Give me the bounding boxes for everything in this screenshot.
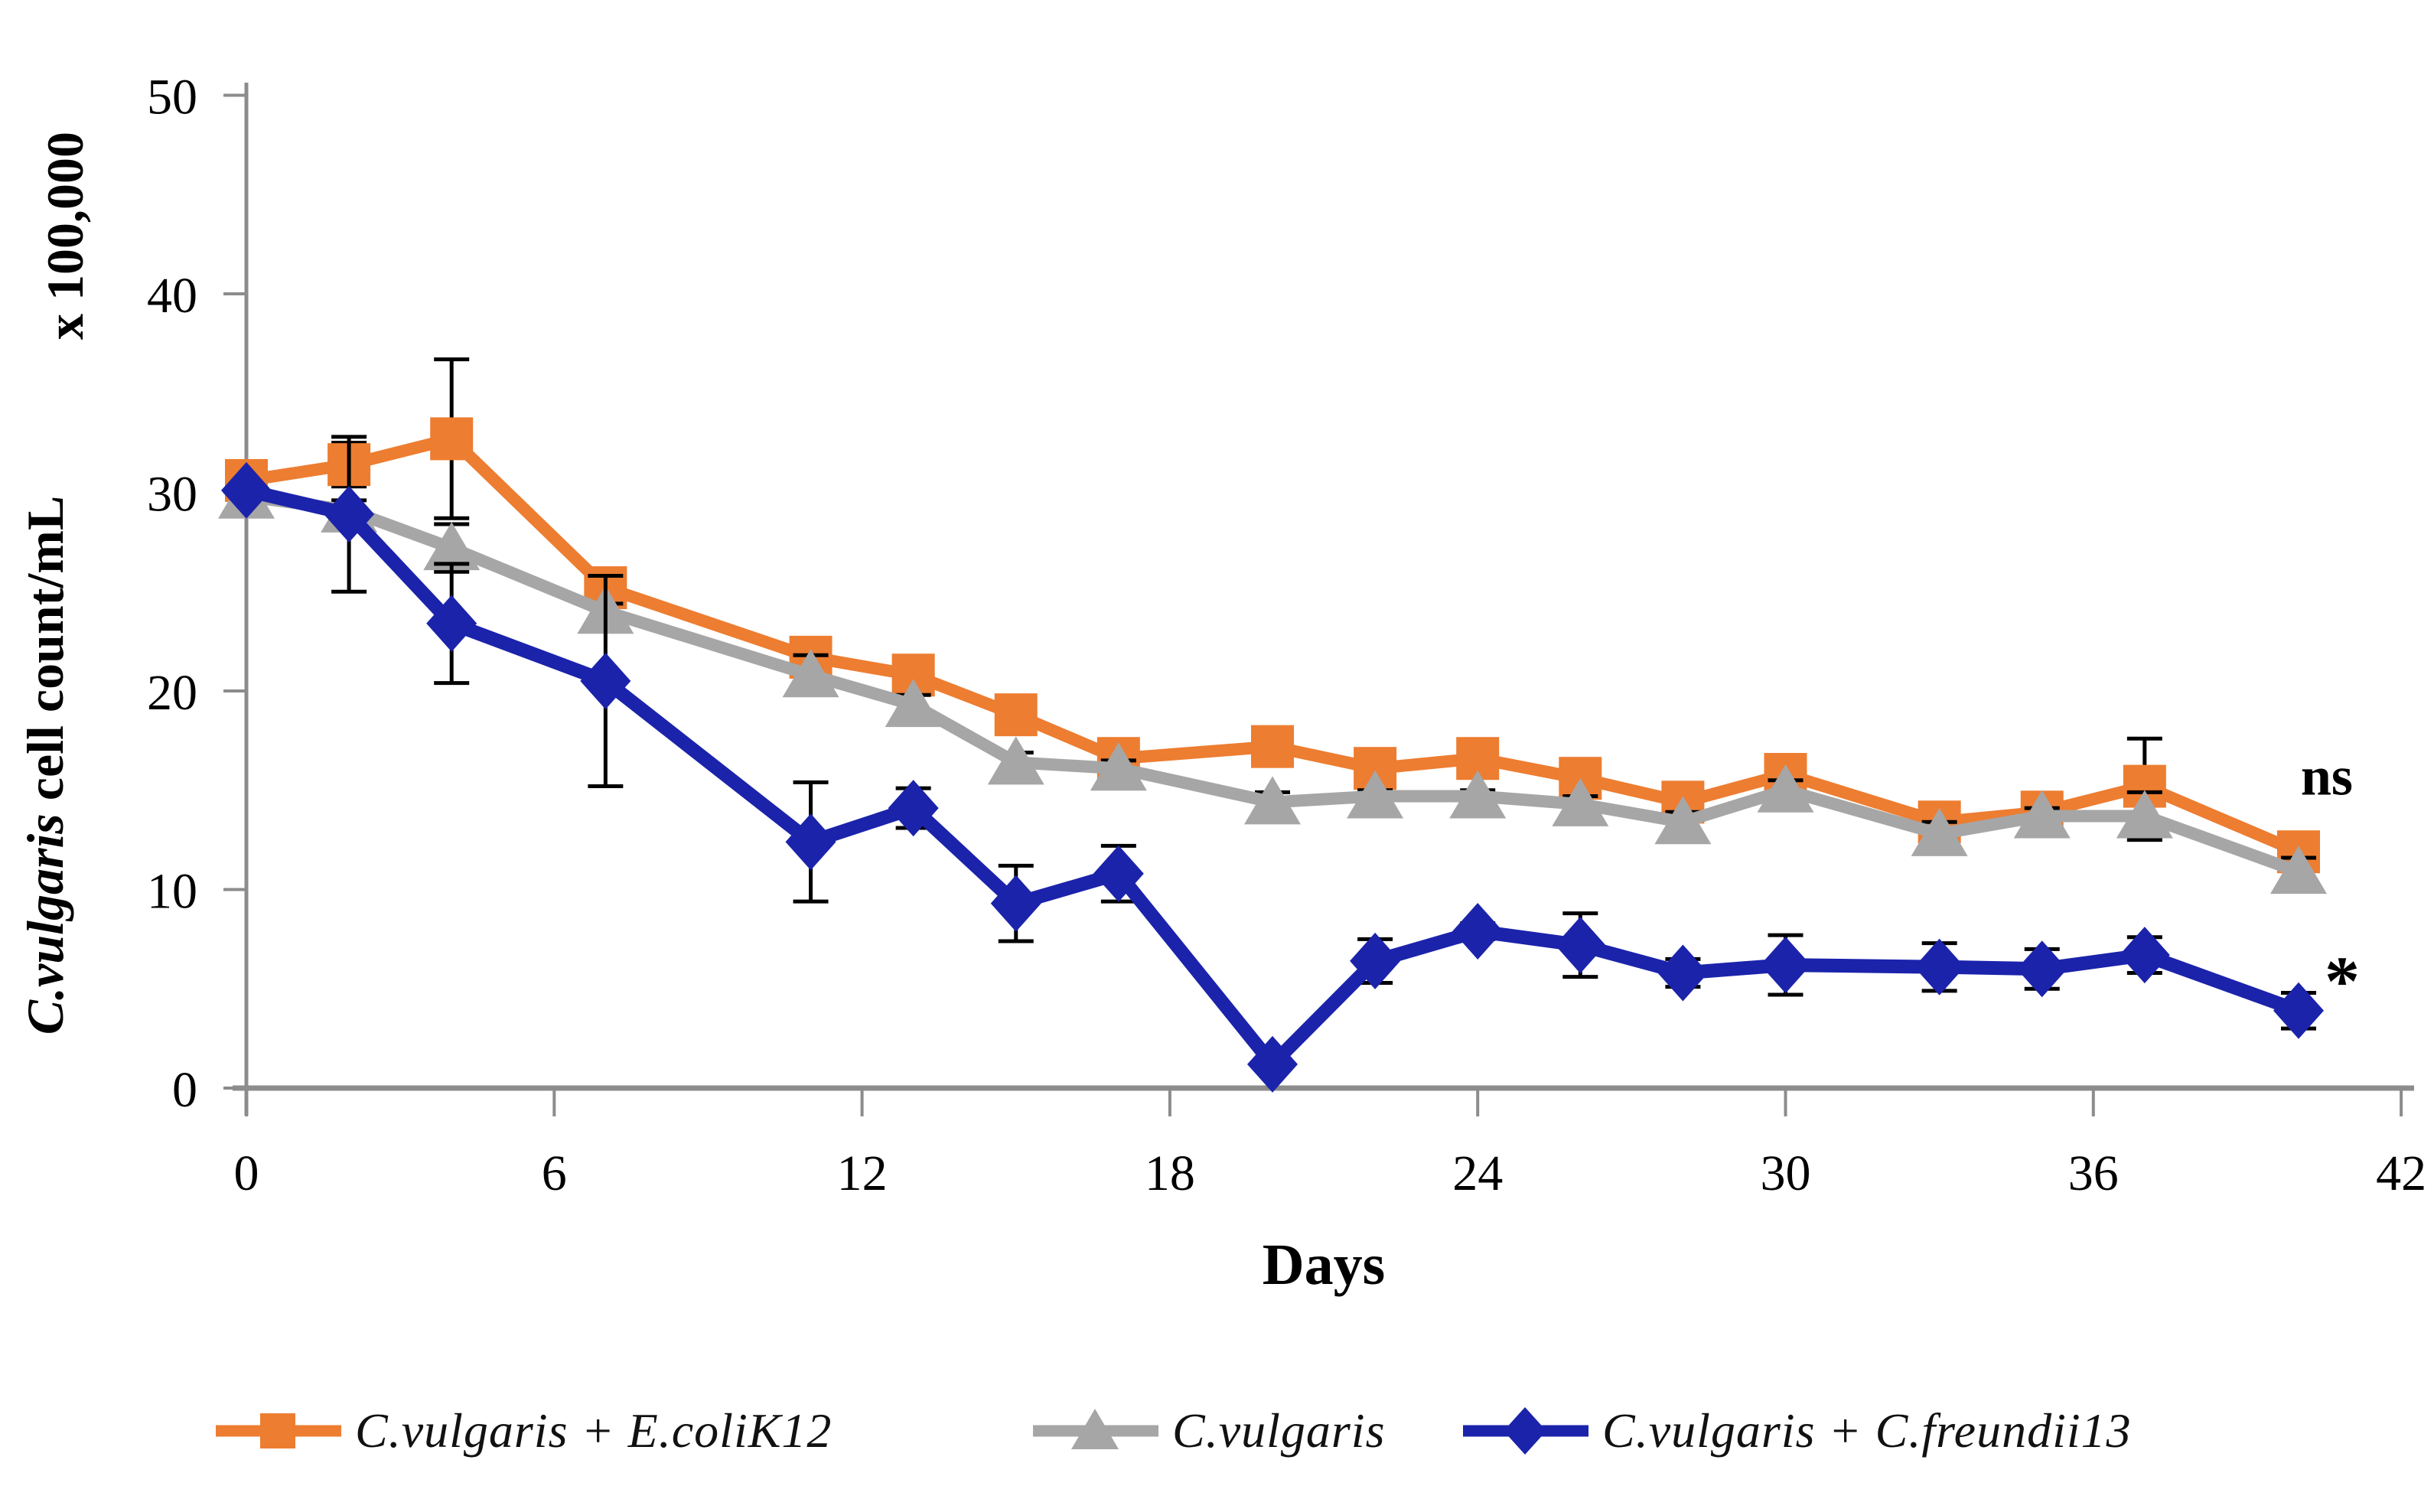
x-tick-label: 0	[234, 1145, 259, 1201]
data-point-marker	[2116, 790, 2173, 839]
data-point-marker	[1760, 937, 1811, 994]
data-point-marker	[1247, 1035, 1298, 1093]
data-point-marker	[2119, 927, 2170, 984]
annotation-ns: ns	[2301, 746, 2353, 807]
data-point-marker	[430, 417, 474, 461]
data-point-marker	[423, 522, 481, 571]
y-tick-label: 30	[147, 467, 197, 523]
legend-marker-shape	[260, 1413, 295, 1448]
data-point-marker	[987, 736, 1044, 785]
legend-label: C.vulgaris + C.freundii13	[1602, 1403, 2132, 1458]
y-tick-label: 20	[147, 665, 197, 721]
x-tick-label: 24	[1452, 1145, 1503, 1201]
data-point-marker	[1350, 932, 1401, 989]
data-point-marker	[1244, 776, 1301, 825]
data-point-marker	[1251, 725, 1294, 768]
data-point-marker	[1093, 845, 1144, 902]
data-point-marker	[1757, 764, 1814, 813]
x-axis-title: Days	[1263, 1233, 1385, 1297]
data-point-marker	[888, 780, 939, 837]
legend-label: C.vulgaris	[1172, 1403, 1386, 1458]
data-point-marker	[2273, 982, 2324, 1039]
legend-entry-ecoli: C.vulgaris + E.coliK12	[213, 1374, 832, 1488]
data-point-marker	[1552, 777, 1609, 826]
x-tick-label: 30	[1761, 1145, 1811, 1201]
data-point-marker	[2016, 940, 2067, 998]
data-point-marker	[990, 875, 1041, 932]
data-point-marker	[221, 461, 272, 519]
legend-marker-triangle-icon	[1033, 1409, 1158, 1449]
data-point-marker	[1090, 742, 1147, 791]
x-tick-label: 36	[2068, 1145, 2119, 1201]
legend-marker-shape	[1071, 1409, 1119, 1449]
y-tick-label: 0	[172, 1062, 197, 1118]
legend-label: C.vulgaris + E.coliK12	[355, 1403, 833, 1458]
y-axis-title: C.vulgaris cell count/mL	[16, 496, 74, 1035]
annotation-*: *	[2325, 942, 2360, 1020]
series-line-1	[245, 490, 2301, 878]
y-tick-label: 40	[147, 268, 197, 324]
legend-entry-freundii: C.vulgaris + C.freundii13	[1460, 1374, 2132, 1488]
y-axis-title-species: C.vulgaris	[16, 813, 74, 1035]
data-point-marker	[785, 813, 836, 871]
data-point-marker	[1452, 902, 1504, 960]
y-tick-label: 10	[147, 864, 197, 920]
legend-entry-vulgaris: C.vulgaris	[1030, 1374, 1385, 1488]
data-point-marker	[1914, 938, 1965, 996]
data-point-marker	[1449, 770, 1507, 819]
x-tick-label: 42	[2376, 1145, 2426, 1201]
x-tick-label: 12	[837, 1145, 888, 1201]
x-tick-label: 18	[1145, 1145, 1195, 1201]
data-point-marker	[2013, 790, 2071, 839]
legend-marker-diamond-icon	[1463, 1407, 1588, 1455]
data-point-marker	[324, 486, 375, 543]
chart-generated-content: 0 10 20 30 40 50 0 6 12 18 24 30 36 42 ns *	[147, 70, 2426, 1202]
legend: C.vulgaris + E.coliK12 C.vulgaris C.vulg…	[0, 1374, 2434, 1488]
legend-marker-square-icon	[216, 1413, 341, 1448]
data-point-marker	[1657, 944, 1709, 1002]
legend-marker-shape	[1504, 1407, 1546, 1455]
y-axis-title-units: cell count/mL	[16, 496, 74, 814]
data-point-marker	[1911, 807, 1968, 856]
x-tick-label: 6	[542, 1145, 567, 1201]
y-axis-title-multiplier: x 100,000	[36, 132, 94, 340]
data-point-marker	[782, 649, 839, 698]
data-point-marker	[1654, 796, 1712, 845]
data-point-marker	[426, 595, 477, 652]
y-tick-label: 50	[147, 70, 197, 125]
data-point-marker	[580, 653, 631, 710]
data-point-marker	[885, 679, 942, 728]
data-point-marker	[1555, 917, 1606, 974]
data-point-marker	[994, 693, 1038, 737]
data-point-marker	[2270, 846, 2327, 894]
data-point-marker	[1347, 770, 1404, 819]
